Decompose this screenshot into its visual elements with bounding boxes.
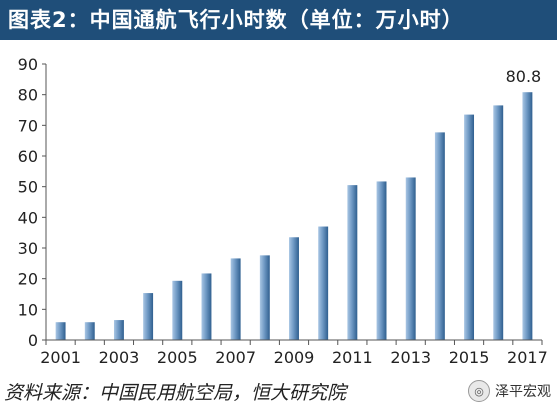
y-tick-label: 10 <box>18 300 38 319</box>
bar-chart: 0 10 20 30 40 50 60 70 80 90 2001 2003 2005 2007 2009… <box>18 55 548 367</box>
x-tick-label: 2017 <box>507 348 548 367</box>
bar-2016 <box>493 105 504 341</box>
x-tick-label: 2003 <box>99 348 140 367</box>
bar-2003 <box>113 320 124 340</box>
y-tick-label: 40 <box>18 208 38 227</box>
bar-2014 <box>434 132 445 340</box>
watermark: ◎ 泽平宏观 <box>468 380 551 402</box>
y-tick-label: 20 <box>18 270 38 289</box>
bar-2012 <box>376 181 387 340</box>
x-tick-label: 2013 <box>390 348 431 367</box>
bars <box>55 92 533 341</box>
chart-title: 图表2：中国通航飞行小时数（单位：万小时） <box>0 0 557 40</box>
bar-2004 <box>143 293 154 340</box>
y-tick-label: 50 <box>18 178 38 197</box>
bar-2005 <box>172 280 183 340</box>
data-labels: 80.8 <box>506 67 542 86</box>
bar-2007 <box>230 258 241 340</box>
x-tick-label: 2015 <box>449 348 490 367</box>
bar-2006 <box>201 273 212 340</box>
y-tick-label: 80 <box>18 86 38 105</box>
y-tick-label: 70 <box>18 116 38 135</box>
source-note: 资料来源：中国民用航空局，恒大研究院 <box>4 382 347 404</box>
x-axis: 2001 2003 2005 2007 2009 2011 2013 2015 2017 <box>40 339 548 367</box>
x-tick-label: 2007 <box>215 348 256 367</box>
bar-2015 <box>464 114 475 340</box>
bar-2011 <box>347 185 358 340</box>
x-tick-label: 2005 <box>157 348 198 367</box>
y-axis: 0 10 20 30 40 50 60 70 80 90 <box>18 55 47 350</box>
y-tick-label: 60 <box>18 147 38 166</box>
bar-2017 <box>522 92 533 340</box>
bar-2002 <box>84 322 95 340</box>
bar-2001 <box>55 322 66 340</box>
bar-2008 <box>259 255 270 340</box>
x-tick-label: 2011 <box>332 348 373 367</box>
bar-2009 <box>289 237 299 340</box>
bar-2010 <box>318 226 329 340</box>
y-tick-label: 0 <box>28 331 38 350</box>
x-tick-label: 2009 <box>274 348 315 367</box>
y-tick-label: 90 <box>18 55 38 74</box>
wechat-icon: ◎ <box>468 380 490 402</box>
data-label: 80.8 <box>506 67 542 86</box>
watermark-text: 泽平宏观 <box>495 384 551 400</box>
x-tick-label: 2001 <box>40 348 81 367</box>
bar-2013 <box>405 177 416 340</box>
y-tick-label: 30 <box>18 239 38 258</box>
